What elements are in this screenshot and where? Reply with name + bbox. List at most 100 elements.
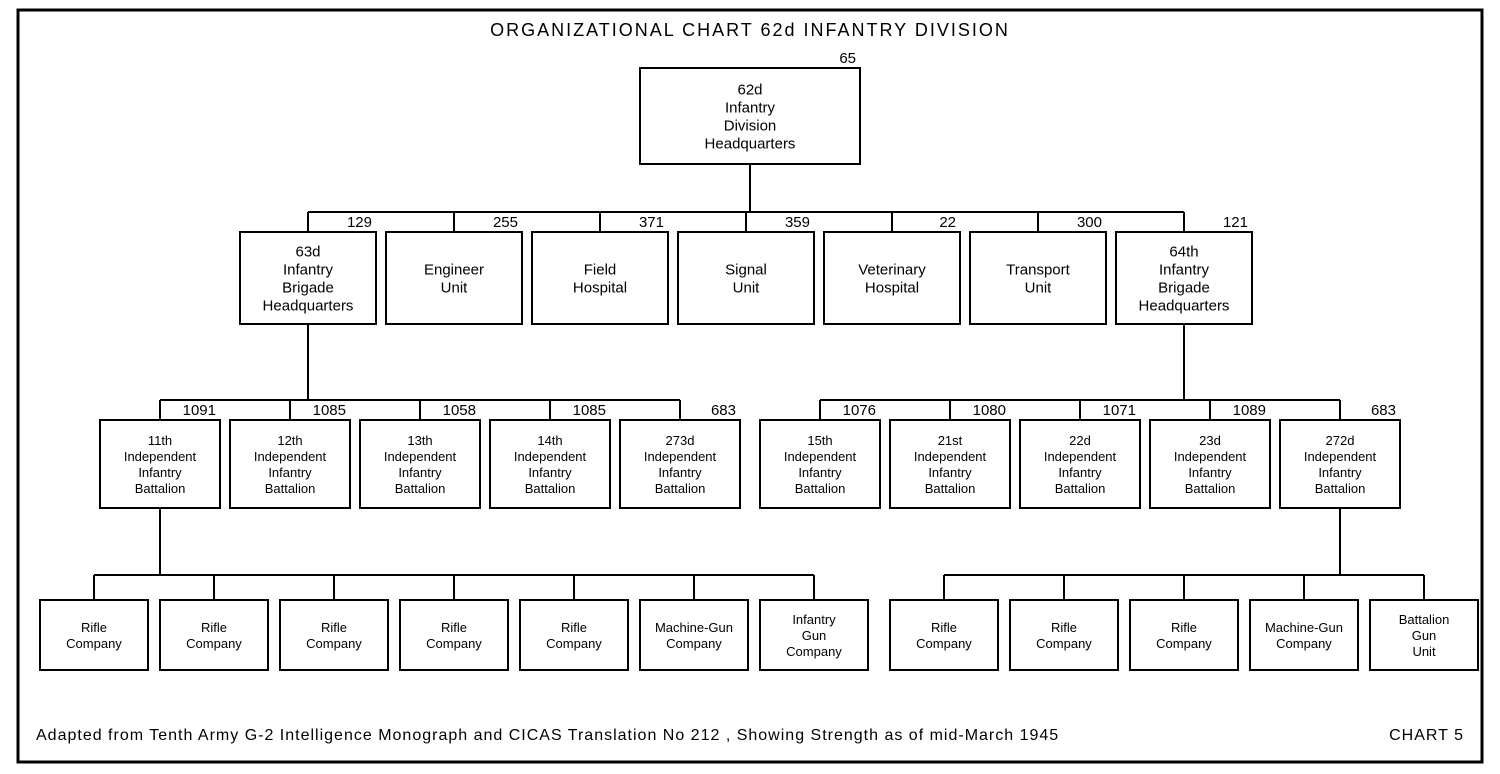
svg-text:Transport: Transport: [1006, 261, 1070, 278]
svg-text:Rifle: Rifle: [81, 620, 107, 635]
svg-text:Infantry: Infantry: [725, 99, 776, 116]
svg-text:Independent: Independent: [384, 449, 457, 464]
svg-text:Battalion: Battalion: [795, 481, 846, 496]
svg-text:Battalion: Battalion: [525, 481, 576, 496]
svg-text:Hospital: Hospital: [573, 279, 627, 296]
svg-text:Independent: Independent: [784, 449, 857, 464]
svg-text:Company: Company: [66, 636, 122, 651]
svg-text:129: 129: [347, 214, 372, 231]
svg-text:Company: Company: [786, 644, 842, 659]
svg-text:272d: 272d: [1326, 433, 1355, 448]
svg-text:Company: Company: [546, 636, 602, 651]
svg-text:Rifle: Rifle: [561, 620, 587, 635]
svg-text:13th: 13th: [407, 433, 432, 448]
svg-text:273d: 273d: [666, 433, 695, 448]
svg-text:CHART 5: CHART 5: [1389, 727, 1464, 744]
org-chart: ORGANIZATIONAL CHART 62d INFANTRY DIVISI…: [0, 0, 1500, 774]
svg-text:1091: 1091: [183, 402, 216, 419]
svg-text:Infantry: Infantry: [1188, 465, 1232, 480]
svg-text:255: 255: [493, 214, 518, 231]
svg-text:359: 359: [785, 214, 810, 231]
svg-text:1076: 1076: [843, 402, 876, 419]
svg-text:Adapted from Tenth Army G-: Adapted from Tenth Army G-2 Intelligence…: [36, 727, 1059, 744]
svg-text:Field: Field: [584, 261, 617, 278]
svg-text:Gun: Gun: [802, 628, 827, 643]
svg-text:12th: 12th: [277, 433, 302, 448]
svg-text:Rifle: Rifle: [1051, 620, 1077, 635]
svg-text:14th: 14th: [537, 433, 562, 448]
svg-text:Signal: Signal: [725, 261, 767, 278]
svg-text:Battalion: Battalion: [395, 481, 446, 496]
svg-text:Veterinary: Veterinary: [858, 261, 926, 278]
svg-text:23d: 23d: [1199, 433, 1221, 448]
svg-text:Engineer: Engineer: [424, 261, 484, 278]
svg-text:Company: Company: [306, 636, 362, 651]
svg-text:Infantry: Infantry: [528, 465, 572, 480]
svg-text:683: 683: [711, 402, 736, 419]
svg-text:Rifle: Rifle: [441, 620, 467, 635]
svg-text:Independent: Independent: [254, 449, 327, 464]
svg-text:Battalion: Battalion: [655, 481, 706, 496]
svg-text:Headquarters: Headquarters: [1139, 297, 1230, 314]
svg-text:21st: 21st: [938, 433, 963, 448]
svg-text:Company: Company: [666, 636, 722, 651]
svg-text:Infantry: Infantry: [1058, 465, 1102, 480]
svg-text:Company: Company: [426, 636, 482, 651]
svg-text:22d: 22d: [1069, 433, 1091, 448]
svg-text:683: 683: [1371, 402, 1396, 419]
svg-text:1089: 1089: [1233, 402, 1266, 419]
svg-text:Company: Company: [1156, 636, 1212, 651]
svg-text:Battalion: Battalion: [265, 481, 316, 496]
svg-text:Division: Division: [724, 117, 777, 134]
svg-text:Brigade: Brigade: [1158, 279, 1210, 296]
svg-text:1085: 1085: [313, 402, 346, 419]
svg-text:Battalion: Battalion: [1185, 481, 1236, 496]
svg-text:Unit: Unit: [441, 279, 469, 296]
svg-text:Infantry: Infantry: [798, 465, 842, 480]
svg-text:Independent: Independent: [1174, 449, 1247, 464]
svg-text:Independent: Independent: [124, 449, 197, 464]
svg-text:1085: 1085: [573, 402, 606, 419]
svg-text:Battalion: Battalion: [925, 481, 976, 496]
svg-text:Infantry: Infantry: [1318, 465, 1362, 480]
svg-text:Headquarters: Headquarters: [263, 297, 354, 314]
svg-text:65: 65: [839, 50, 856, 67]
svg-text:Headquarters: Headquarters: [705, 135, 796, 152]
svg-text:Independent: Independent: [1044, 449, 1117, 464]
svg-text:Battalion: Battalion: [1399, 612, 1450, 627]
svg-text:Unit: Unit: [1412, 644, 1436, 659]
svg-text:Unit: Unit: [1025, 279, 1053, 296]
svg-text:Independent: Independent: [1304, 449, 1377, 464]
svg-text:15th: 15th: [807, 433, 832, 448]
svg-text:Hospital: Hospital: [865, 279, 919, 296]
svg-text:300: 300: [1077, 214, 1102, 231]
svg-text:Independent: Independent: [514, 449, 587, 464]
svg-text:Company: Company: [1036, 636, 1092, 651]
svg-text:Machine-Gun: Machine-Gun: [655, 620, 733, 635]
svg-text:1080: 1080: [973, 402, 1006, 419]
svg-text:Machine-Gun: Machine-Gun: [1265, 620, 1343, 635]
svg-text:63d: 63d: [295, 243, 320, 260]
svg-text:Infantry: Infantry: [283, 261, 334, 278]
svg-text:Battalion: Battalion: [1315, 481, 1366, 496]
svg-text:121: 121: [1223, 214, 1248, 231]
svg-text:Battalion: Battalion: [135, 481, 186, 496]
svg-text:Infantry: Infantry: [268, 465, 312, 480]
svg-text:Infantry: Infantry: [792, 612, 836, 627]
svg-text:Rifle: Rifle: [201, 620, 227, 635]
svg-text:Gun: Gun: [1412, 628, 1437, 643]
svg-text:Infantry: Infantry: [1159, 261, 1210, 278]
svg-text:Infantry: Infantry: [398, 465, 442, 480]
svg-text:Independent: Independent: [914, 449, 987, 464]
svg-text:1058: 1058: [443, 402, 476, 419]
svg-text:Unit: Unit: [733, 279, 761, 296]
svg-text:1071: 1071: [1103, 402, 1136, 419]
svg-text:Battalion: Battalion: [1055, 481, 1106, 496]
svg-text:62d: 62d: [737, 81, 762, 98]
svg-text:371: 371: [639, 214, 664, 231]
svg-text:Rifle: Rifle: [321, 620, 347, 635]
svg-text:Independent: Independent: [644, 449, 717, 464]
svg-text:Company: Company: [186, 636, 242, 651]
svg-text:11th: 11th: [148, 433, 172, 448]
svg-text:Company: Company: [916, 636, 972, 651]
